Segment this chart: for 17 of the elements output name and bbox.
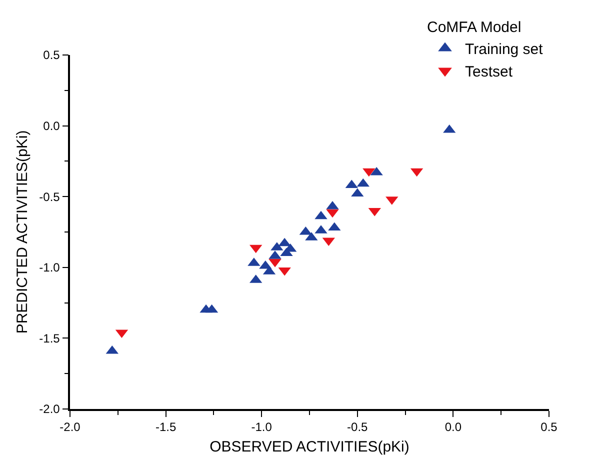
legend-label: Training set [465,41,544,58]
x-tick-label: 0.5 [540,420,558,434]
y-tick-label: 0.0 [43,119,60,133]
y-tick-label: -1.0 [39,260,60,275]
x-tick-label: -0.5 [347,420,368,434]
x-tick-label: -1.0 [251,420,272,434]
x-tick-label: -1.5 [155,420,176,434]
x-axis-title: OBSERVED ACTIVITIES(pKi) [210,438,410,456]
y-tick-label: -1.5 [39,331,60,346]
legend-label: Testset [465,64,514,81]
x-tick-label: -2.0 [60,420,81,434]
x-tick-label: 0.0 [444,420,462,434]
y-tick-label: -2.0 [39,402,60,416]
y-axis-title: PREDICTED ACTIVITIES(pKi) [14,130,31,334]
y-tick-label: 0.5 [43,48,60,62]
legend-title: CoMFA Model [427,19,522,36]
y-tick-label: -0.5 [39,190,60,204]
